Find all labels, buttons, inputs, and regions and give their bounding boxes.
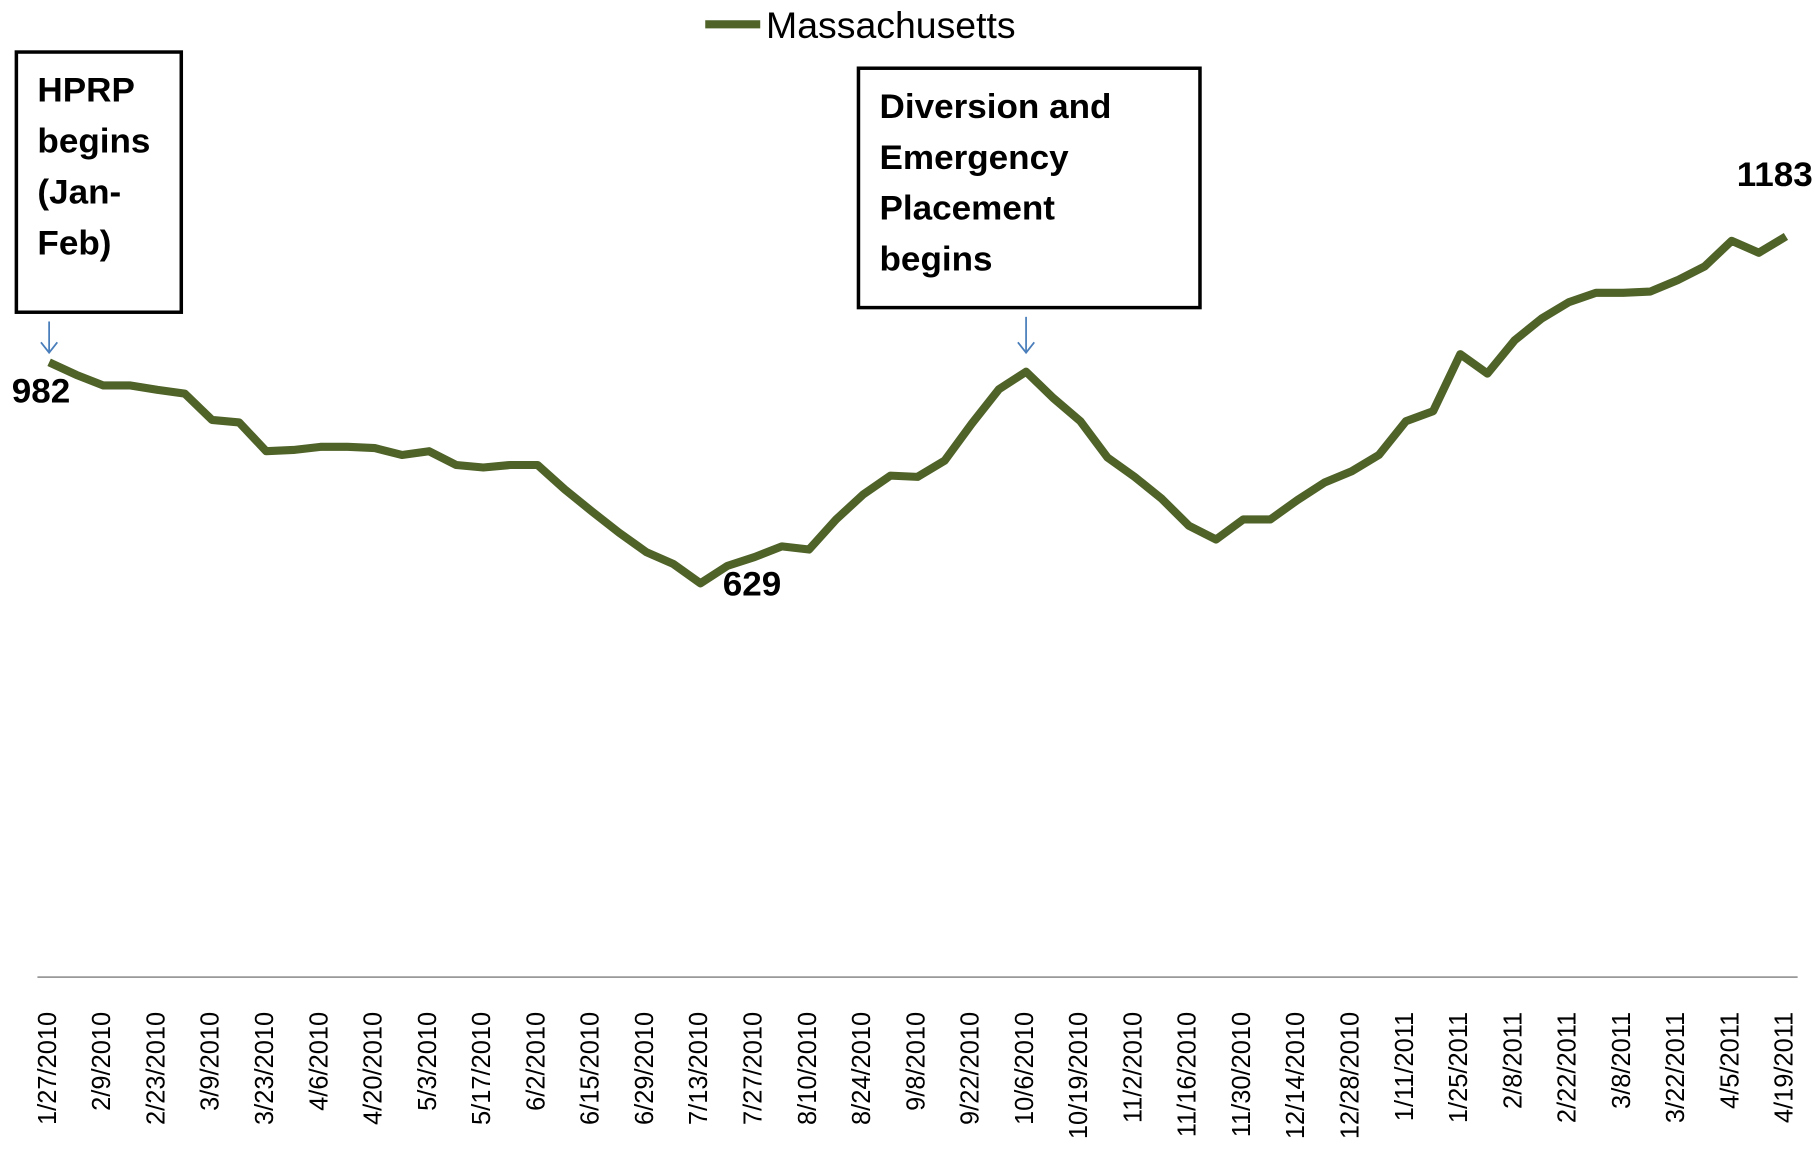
x-tick-label: 2/22/2011 [1553, 1012, 1581, 1123]
annotation-text: begins [880, 240, 993, 279]
x-tick-label: 3/9/2010 [197, 1012, 225, 1111]
x-tick-label: 7/27/2010 [739, 1012, 767, 1125]
x-tick-label: 10/19/2010 [1065, 1012, 1093, 1139]
x-tick-label: 5/3/2010 [414, 1012, 442, 1111]
x-tick-label: 4/20/2010 [359, 1012, 387, 1125]
annotation-text: Diversion and [880, 87, 1112, 126]
x-tick-label: 1/27/2010 [34, 1012, 62, 1125]
x-tick-label: 4/6/2010 [305, 1012, 333, 1111]
annotation-text: Feb) [37, 224, 111, 263]
x-tick-label: 12/28/2010 [1336, 1012, 1364, 1139]
annotation-text: HPRP [37, 71, 134, 110]
x-tick-label: 7/13/2010 [685, 1012, 713, 1125]
x-tick-label: 3/23/2010 [251, 1012, 279, 1125]
x-tick-label: 2/8/2011 [1499, 1012, 1527, 1109]
x-tick-label: 10/6/2010 [1011, 1012, 1039, 1125]
series-line [47, 233, 1789, 588]
annotation-text: Placement [880, 189, 1056, 228]
annotation-arrowhead [1017, 341, 1035, 355]
legend-label: Massachusetts [766, 4, 1016, 46]
data-label: 982 [12, 372, 71, 411]
x-tick-label: 11/2/2010 [1119, 1012, 1147, 1123]
x-tick-label: 11/16/2010 [1174, 1012, 1202, 1137]
annotation-text: Emergency [880, 138, 1070, 177]
x-tick-label: 2/23/2010 [142, 1012, 170, 1125]
annotation-text: begins [37, 122, 150, 161]
x-tick-label: 8/10/2010 [794, 1012, 822, 1125]
x-tick-label: 6/15/2010 [577, 1012, 605, 1125]
x-tick-label: 3/22/2011 [1662, 1012, 1690, 1123]
x-tick-label: 2/9/2010 [88, 1012, 116, 1111]
x-tick-label: 12/14/2010 [1282, 1012, 1310, 1139]
x-tick-label: 4/5/2011 [1716, 1012, 1744, 1109]
x-tick-label: 6/2/2010 [522, 1012, 550, 1111]
x-tick-label: 9/22/2010 [956, 1012, 984, 1125]
x-tick-label: 9/8/2010 [902, 1012, 930, 1111]
x-tick-label: 5/17/2010 [468, 1012, 496, 1125]
annotation-arrowhead [40, 341, 59, 355]
x-tick-label: 8/24/2010 [848, 1012, 876, 1125]
data-label: 629 [723, 565, 782, 604]
x-tick-label: 6/29/2010 [631, 1012, 659, 1125]
x-tick-label: 1/25/2011 [1445, 1012, 1473, 1123]
x-tick-label: 4/19/2011 [1771, 1012, 1799, 1123]
x-tick-label: 3/8/2011 [1608, 1012, 1636, 1109]
annotation-text: (Jan- [37, 173, 121, 212]
x-tick-label: 1/11/2011 [1391, 1012, 1419, 1121]
data-label: 1183 [1737, 155, 1813, 194]
annotation-box [14, 50, 184, 314]
x-tick-label: 11/30/2010 [1228, 1012, 1256, 1137]
annotation-box [856, 66, 1202, 310]
